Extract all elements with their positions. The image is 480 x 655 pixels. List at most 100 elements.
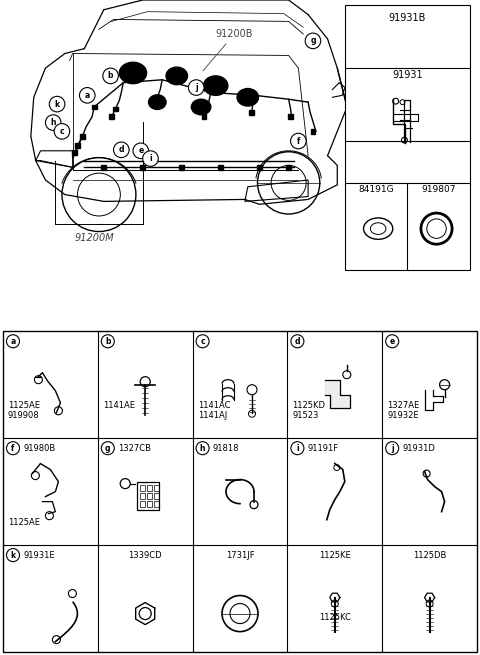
Text: d: d	[295, 337, 300, 346]
Text: 919908: 919908	[8, 411, 40, 420]
Bar	[154, 500, 159, 507]
Text: 1731JF: 1731JF	[226, 551, 254, 559]
Text: g: g	[105, 443, 110, 453]
Text: a: a	[84, 91, 90, 100]
Text: a: a	[11, 337, 16, 346]
Circle shape	[46, 115, 61, 130]
Bar	[154, 485, 159, 491]
Circle shape	[291, 441, 304, 455]
Ellipse shape	[237, 88, 259, 106]
FancyBboxPatch shape	[155, 95, 160, 100]
Text: 91931: 91931	[392, 70, 423, 80]
Text: b: b	[105, 337, 110, 346]
Text: j: j	[391, 443, 394, 453]
Circle shape	[196, 441, 209, 455]
Circle shape	[54, 124, 70, 139]
Text: 91200M: 91200M	[74, 233, 114, 244]
FancyBboxPatch shape	[218, 165, 223, 170]
FancyBboxPatch shape	[179, 165, 184, 170]
Text: 91523: 91523	[292, 411, 319, 420]
Text: g: g	[310, 37, 316, 45]
Ellipse shape	[166, 67, 188, 84]
Circle shape	[143, 151, 158, 166]
Circle shape	[80, 88, 95, 103]
Ellipse shape	[204, 76, 228, 96]
Text: 91932E: 91932E	[387, 411, 419, 420]
Text: c: c	[60, 127, 64, 136]
Text: i: i	[296, 443, 299, 453]
Text: 1327AE: 1327AE	[387, 401, 420, 410]
Text: 91980B: 91980B	[23, 443, 55, 453]
Text: 1327CB: 1327CB	[118, 443, 151, 453]
Text: 1125AE: 1125AE	[8, 518, 40, 527]
Text: 1141AE: 1141AE	[103, 401, 135, 410]
Bar	[147, 500, 152, 507]
FancyBboxPatch shape	[101, 165, 106, 170]
FancyBboxPatch shape	[80, 134, 85, 139]
Text: 91931B: 91931B	[389, 12, 426, 23]
Circle shape	[196, 335, 209, 348]
Text: 1125KD: 1125KD	[292, 401, 325, 410]
FancyBboxPatch shape	[286, 165, 291, 170]
Ellipse shape	[120, 62, 146, 84]
Circle shape	[7, 549, 20, 561]
Ellipse shape	[192, 100, 211, 115]
FancyBboxPatch shape	[75, 143, 80, 149]
Text: b: b	[108, 71, 113, 81]
Circle shape	[291, 335, 304, 348]
Circle shape	[290, 133, 306, 149]
Text: c: c	[200, 337, 205, 346]
Text: 1125KE: 1125KE	[319, 551, 351, 559]
Text: 91931E: 91931E	[23, 551, 55, 559]
Bar	[140, 493, 145, 498]
Text: 1141AC: 1141AC	[198, 401, 230, 410]
Circle shape	[101, 441, 114, 455]
Text: k: k	[11, 551, 15, 559]
Bar	[147, 485, 152, 491]
Text: 1339CD: 1339CD	[128, 551, 162, 559]
Text: 84191G: 84191G	[359, 185, 394, 194]
Bar	[140, 485, 145, 491]
Text: 91200B: 91200B	[203, 29, 253, 71]
Text: h: h	[50, 118, 56, 127]
Circle shape	[305, 33, 321, 48]
Polygon shape	[325, 380, 350, 408]
FancyBboxPatch shape	[202, 115, 206, 119]
Bar	[154, 493, 159, 498]
FancyBboxPatch shape	[92, 105, 96, 109]
Text: 1125DB: 1125DB	[413, 551, 446, 559]
Circle shape	[49, 96, 65, 112]
Circle shape	[7, 441, 20, 455]
Circle shape	[7, 335, 20, 348]
Bar	[140, 500, 145, 507]
Text: 91191F: 91191F	[307, 443, 338, 453]
Text: d: d	[119, 145, 124, 155]
Text: i: i	[149, 154, 152, 163]
Ellipse shape	[148, 95, 166, 109]
Text: e: e	[138, 146, 144, 155]
Bar	[147, 493, 152, 498]
FancyBboxPatch shape	[311, 129, 315, 134]
Circle shape	[189, 80, 204, 96]
Bar	[137, 481, 159, 510]
Circle shape	[386, 441, 399, 455]
FancyBboxPatch shape	[249, 111, 254, 115]
Text: 1125AE: 1125AE	[8, 401, 40, 410]
FancyBboxPatch shape	[257, 165, 262, 170]
Text: h: h	[200, 443, 205, 453]
Text: j: j	[195, 83, 198, 92]
Text: f: f	[297, 136, 300, 145]
Circle shape	[103, 68, 119, 84]
Circle shape	[114, 142, 129, 158]
Circle shape	[133, 143, 148, 159]
Text: 1141AJ: 1141AJ	[198, 411, 227, 420]
Text: f: f	[12, 443, 15, 453]
FancyBboxPatch shape	[109, 115, 114, 119]
Text: 91931D: 91931D	[402, 443, 435, 453]
Text: 919807: 919807	[421, 185, 456, 194]
Text: e: e	[390, 337, 395, 346]
Text: 1125KC: 1125KC	[319, 613, 351, 622]
Text: k: k	[55, 100, 60, 109]
FancyBboxPatch shape	[288, 115, 293, 119]
Bar	[345, 5, 469, 271]
